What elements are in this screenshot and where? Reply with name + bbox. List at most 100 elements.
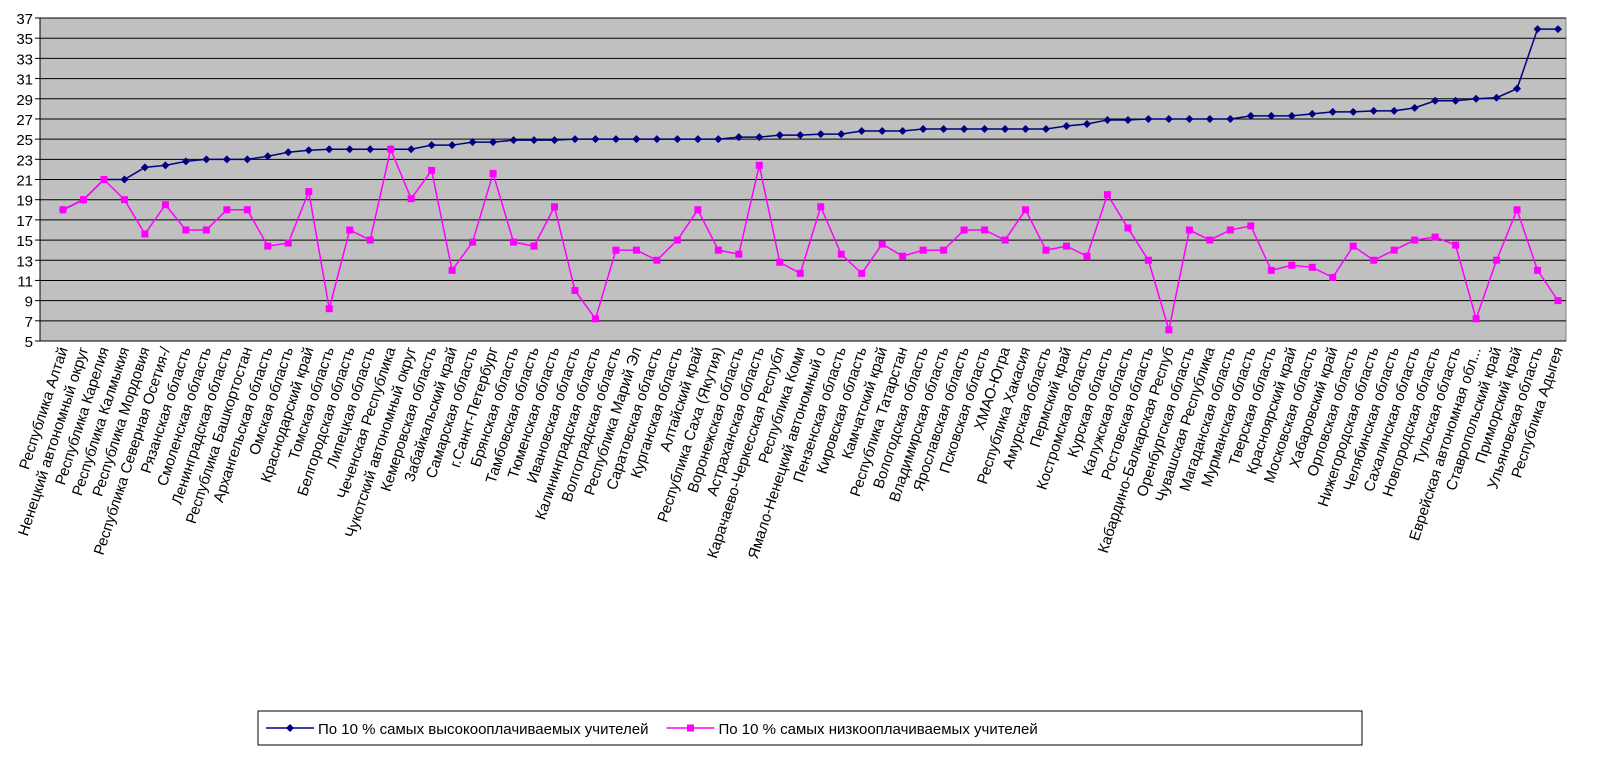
point	[1493, 256, 1501, 264]
point	[1226, 114, 1235, 123]
point	[1021, 125, 1030, 134]
point	[428, 166, 436, 174]
point	[1124, 224, 1132, 232]
point	[734, 133, 743, 142]
y-tick-label: 33	[16, 51, 33, 68]
point	[673, 135, 682, 144]
point	[346, 226, 354, 234]
point	[612, 246, 620, 254]
point	[1205, 114, 1214, 123]
point	[1164, 114, 1173, 123]
point	[1103, 191, 1111, 199]
point	[284, 239, 292, 247]
y-tick-label: 27	[16, 112, 33, 129]
point	[325, 305, 333, 313]
point	[59, 206, 67, 214]
y-tick-label: 11	[17, 273, 33, 290]
y-tick-label: 23	[16, 152, 33, 169]
legend-box	[257, 710, 1363, 746]
point	[980, 125, 989, 134]
point	[1390, 246, 1398, 254]
y-tick-label: 7	[25, 314, 33, 331]
point	[694, 206, 702, 214]
point	[222, 155, 231, 164]
point	[366, 236, 374, 244]
point	[489, 138, 498, 147]
point	[632, 135, 641, 144]
point	[939, 125, 948, 134]
point	[571, 287, 579, 295]
point	[1472, 94, 1481, 103]
point	[489, 169, 497, 177]
point	[940, 246, 948, 254]
point	[816, 130, 825, 139]
point	[468, 138, 477, 147]
point	[1452, 241, 1460, 249]
point	[775, 131, 784, 140]
point	[1534, 266, 1542, 274]
point	[857, 127, 866, 136]
point	[1431, 96, 1440, 105]
point	[182, 226, 190, 234]
point	[1513, 84, 1522, 93]
point	[305, 188, 313, 196]
point	[1001, 236, 1009, 244]
y-tick-label: 9	[25, 294, 33, 311]
point	[1001, 125, 1010, 134]
point	[1062, 122, 1071, 131]
point	[1062, 242, 1070, 250]
point	[899, 252, 907, 260]
legend: По 10 % самых высокооплачиваемых учителе…	[257, 710, 1363, 746]
point	[345, 145, 354, 154]
point	[981, 226, 989, 234]
point	[510, 238, 518, 246]
point	[509, 136, 518, 145]
point	[1185, 226, 1193, 234]
point	[714, 135, 723, 144]
point	[837, 250, 845, 258]
point	[1267, 111, 1276, 120]
point	[693, 135, 702, 144]
point	[120, 175, 129, 184]
point	[755, 161, 763, 169]
point	[1554, 25, 1562, 34]
point	[714, 246, 722, 254]
point	[243, 206, 251, 214]
point	[550, 136, 559, 145]
point	[387, 145, 395, 153]
point	[161, 161, 170, 170]
point	[181, 157, 190, 166]
point	[919, 125, 928, 134]
point	[796, 131, 805, 140]
y-tick-label: 15	[16, 233, 33, 250]
point	[898, 127, 907, 136]
point	[878, 127, 887, 136]
point	[796, 269, 804, 277]
y-tick-label: 21	[16, 173, 33, 190]
y-tick-label: 35	[16, 31, 33, 48]
point	[817, 203, 825, 211]
point	[100, 176, 108, 183]
point	[120, 196, 128, 204]
point	[1308, 109, 1317, 118]
legend-marker	[286, 724, 294, 732]
point	[611, 135, 620, 144]
point	[1411, 236, 1419, 244]
point	[1492, 93, 1501, 102]
point	[673, 236, 681, 244]
point	[202, 226, 210, 234]
point	[1042, 125, 1051, 134]
y-tick-label: 13	[16, 253, 33, 270]
point	[263, 152, 272, 161]
point	[591, 315, 599, 323]
point	[1185, 114, 1194, 123]
point	[1308, 263, 1316, 271]
point	[140, 163, 149, 172]
point	[837, 130, 846, 139]
point	[1451, 96, 1460, 105]
point	[1513, 206, 1521, 214]
point	[1206, 236, 1214, 244]
point	[1042, 246, 1050, 254]
point	[653, 256, 661, 264]
point	[530, 136, 539, 145]
